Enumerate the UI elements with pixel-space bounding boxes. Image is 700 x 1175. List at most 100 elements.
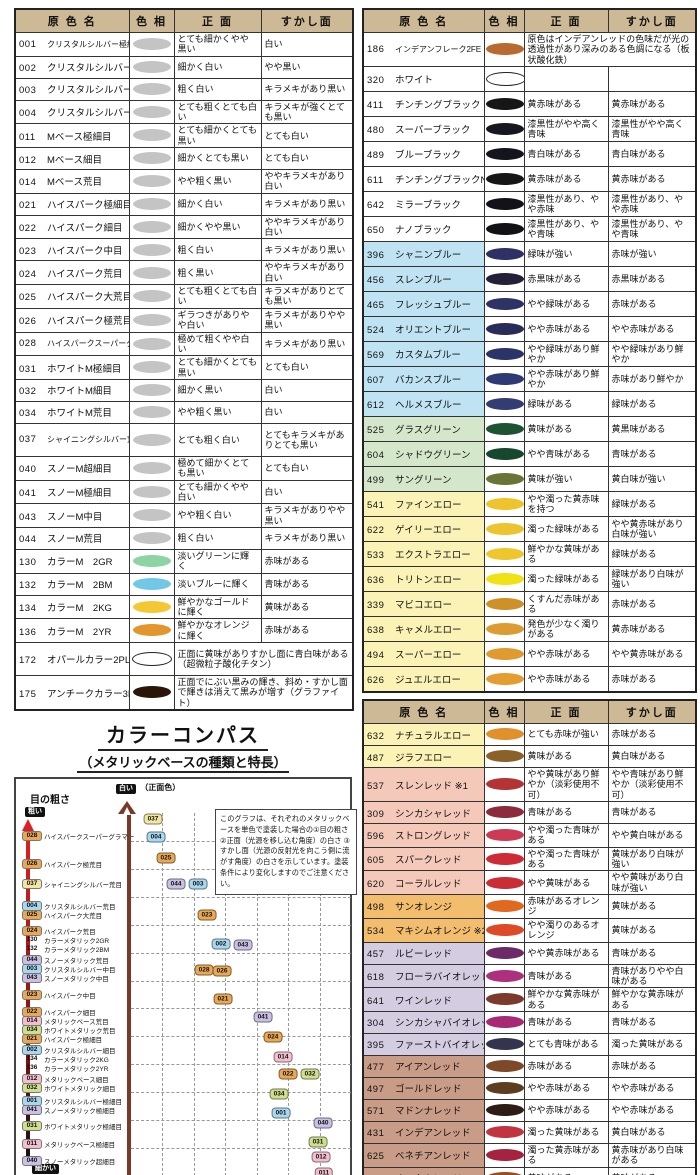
hue-swatch-cell bbox=[483, 641, 525, 668]
front-desc-cell: 赤味があるオレンジ bbox=[523, 894, 609, 919]
legend-label: カラーメタリック2YR bbox=[44, 1066, 109, 1074]
color-name: シャイニングシルバー荒目 bbox=[47, 435, 128, 445]
legend-code-chip: 028 bbox=[22, 831, 42, 842]
color-name: ホワイト bbox=[395, 75, 434, 87]
sukashi-desc-cell: 黄白味がある bbox=[607, 1120, 697, 1144]
hue-swatch-cell bbox=[483, 441, 525, 468]
color-code: 611 bbox=[367, 175, 384, 187]
hue-ellipse-icon bbox=[485, 472, 523, 485]
legend-label: クリスタルシルバー中目 bbox=[44, 967, 116, 975]
color-name-cell: 304 シンカシャバイオレット bbox=[362, 1010, 485, 1034]
color-name: コーラルレッド bbox=[395, 878, 462, 890]
color-name-cell: 186 インデアンフレーク2FE bbox=[362, 31, 485, 68]
sukashi-desc-cell: とてもキラメキがありとても黒い bbox=[260, 422, 354, 457]
color-code: 489 bbox=[367, 150, 385, 162]
color-name-cell: 571 マドンナレッド bbox=[362, 1098, 485, 1122]
chart-point-025: 025 bbox=[156, 852, 176, 864]
color-name-cell: 525 グラスグリーン bbox=[362, 416, 485, 443]
color-name-cell: 636 トリトンエロー bbox=[362, 566, 485, 593]
legend-item-041: 041 スノーメタリック極細目 bbox=[22, 1105, 115, 1116]
color-row-175: 175 アンチークカラー3BL 正面でにぶい黒みの輝き、斜め・すかし面で輝きは消えて… bbox=[14, 675, 354, 711]
sukashi-desc-cell: 黄赤味があり白味がある bbox=[607, 1142, 697, 1168]
color-name: チンチングブラック bbox=[395, 100, 481, 112]
color-code: 457 bbox=[367, 949, 385, 960]
gridline bbox=[256, 813, 258, 1175]
color-code: 638 bbox=[367, 625, 385, 637]
hue-ellipse-icon bbox=[485, 1148, 523, 1161]
color-name-cell: 001 クリスタルシルバー極細目 bbox=[14, 32, 130, 57]
color-name-cell: 034 ホワイトM荒目 bbox=[14, 400, 130, 424]
front-desc-cell: 黄味がある bbox=[523, 416, 609, 443]
sukashi-desc-cell: 白い bbox=[260, 32, 354, 57]
color-name-cell: 477 アイアンレッド bbox=[362, 1054, 485, 1078]
color-code: 534 bbox=[367, 926, 385, 938]
legend-label: スノーメタリック超細目 bbox=[44, 1159, 116, 1167]
color-code: 411 bbox=[367, 100, 384, 112]
front-desc-cell: 黄味が強い bbox=[523, 466, 609, 493]
front-desc-cell: やや粗く白い bbox=[173, 503, 262, 528]
color-name-cell: 026 ハイスパーク極荒目 bbox=[14, 307, 130, 333]
hue-ellipse-icon bbox=[132, 198, 171, 211]
front-desc-cell: やや濁りのあるオレンジ bbox=[523, 917, 609, 943]
color-name-cell: 611 チンチングブラックNP bbox=[362, 166, 485, 193]
hue-ellipse-icon bbox=[485, 147, 523, 160]
color-row-022: 022 ハイスパーク細目 細かくやや黒い ややキラメキがあり白い bbox=[14, 214, 354, 240]
color-name-cell: 339 マビコエロー bbox=[362, 591, 485, 618]
legend-item-026: 026 ハイスパーク極荒目 bbox=[22, 859, 102, 870]
color-name: サンオレンジ bbox=[395, 902, 453, 914]
color-name: クリスタルシルバー細目 bbox=[47, 63, 128, 75]
color-code: 465 bbox=[367, 300, 385, 312]
front-desc-cell: 濁った黄赤味がある bbox=[523, 1142, 609, 1168]
legend-label: メタリックベース極細目 bbox=[44, 1142, 116, 1150]
sukashi-desc-cell: とても白い bbox=[260, 455, 354, 481]
color-name: ハイスパーク極細目 bbox=[47, 200, 129, 212]
sukashi-desc-cell: やや黄赤味があり白味が強い bbox=[607, 516, 697, 543]
color-row-567: 567オータムレッド 黄味がある黄味がある bbox=[362, 1166, 697, 1175]
color-name: ジュエルエロー bbox=[395, 675, 461, 687]
color-name-cell: 625 ベネチアンレッド bbox=[362, 1142, 485, 1168]
color-name: ファーストバイオレット bbox=[395, 1040, 483, 1052]
gridline bbox=[131, 952, 351, 954]
color-code: 494 bbox=[367, 650, 385, 662]
color-code: 041 bbox=[19, 487, 37, 499]
hue-swatch-cell bbox=[128, 355, 175, 380]
hue-ellipse-icon bbox=[485, 522, 523, 535]
color-row-024: 024 ハイスパーク荒目 粗く黒い ややキラメキがあり白い bbox=[14, 260, 354, 286]
color-row-596: 596 ストロングレッド やや濁った青味がある やや黄白味がある bbox=[362, 823, 697, 848]
sukashi-desc-cell: 緑味がある bbox=[607, 541, 697, 568]
sukashi-desc-cell: 青味がある bbox=[260, 572, 354, 596]
color-name-cell: 480 スーパーブラック bbox=[362, 116, 485, 143]
color-code: 172 bbox=[19, 655, 37, 666]
front-desc-cell: くすんだ赤味がある bbox=[523, 591, 609, 618]
color-row-032: 032 ホワイトM細目 細かく黒い 白い bbox=[14, 378, 354, 402]
front-desc-cell: 極めて細かくとても黒い bbox=[173, 455, 262, 481]
color-code: 456 bbox=[367, 275, 385, 287]
color-code: 612 bbox=[367, 400, 385, 412]
white-chip-top: 白い bbox=[116, 784, 136, 795]
sukashi-desc-cell: 黄赤味がある bbox=[607, 91, 697, 118]
color-name: フローラバイオレット bbox=[395, 971, 484, 983]
chart-legend: 028 ハイスパークスーパーグラマー 026 ハイスパーク極荒目 037 シャイニングシル… bbox=[22, 779, 134, 1175]
front-desc-cell: 粗く黒い bbox=[173, 260, 262, 286]
chart-point-021: 021 bbox=[213, 993, 233, 1005]
legend-label: メタリックベース荒目 bbox=[44, 1019, 109, 1027]
hue-ellipse-icon bbox=[132, 509, 171, 522]
front-desc-cell: やや赤味がある bbox=[523, 1098, 609, 1122]
color-row-642: 642 ミラーブラック 漆黒性があり、やや赤味 漆黒性があり、やや赤味 bbox=[362, 191, 697, 218]
legend-label: ハイスパークスーパーグラマー bbox=[44, 834, 135, 842]
color-name: ベネチアンレッド bbox=[395, 1151, 471, 1163]
hue-swatch-cell bbox=[483, 870, 525, 896]
legend-label: スノーメタリック中目 bbox=[44, 976, 109, 984]
color-code: 130 bbox=[19, 557, 37, 569]
hue-swatch-cell bbox=[483, 516, 525, 543]
front-desc-cell: 淡いブルーに輝く bbox=[173, 572, 262, 596]
front-desc-cell: とても赤味が強い bbox=[523, 723, 609, 747]
sukashi-desc-cell: 赤味がある bbox=[260, 548, 354, 574]
color-name: アンチークカラー3BL bbox=[47, 688, 128, 700]
hue-ellipse-icon bbox=[485, 778, 523, 791]
color-name: スレンブルー bbox=[395, 275, 452, 287]
color-row-014: 014 Mベース荒目 やや粗く黒い ややキラメキがあり白い bbox=[14, 169, 354, 194]
front-desc-cell: 黄赤味がある bbox=[523, 91, 609, 118]
color-row-537: 537 スレンレッド ※1 やや黄味があり鮮やか（淡彩使用不可） やや青味があり鮮やか… bbox=[362, 767, 697, 803]
hue-ellipse-icon bbox=[485, 750, 523, 763]
